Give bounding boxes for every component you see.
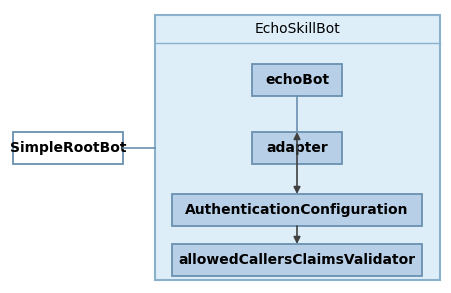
Bar — [252, 64, 341, 96]
Bar — [155, 15, 439, 280]
Text: AuthenticationConfiguration: AuthenticationConfiguration — [185, 203, 408, 217]
Bar — [172, 244, 421, 276]
Text: allowedCallersClaimsValidator: allowedCallersClaimsValidator — [178, 253, 414, 267]
Text: SimpleRootBot: SimpleRootBot — [10, 141, 126, 155]
Bar — [252, 132, 341, 164]
Text: echoBot: echoBot — [264, 73, 328, 87]
Text: adapter: adapter — [266, 141, 327, 155]
Text: EchoSkillBot: EchoSkillBot — [254, 22, 340, 36]
Bar — [172, 194, 421, 226]
Bar — [13, 132, 123, 164]
